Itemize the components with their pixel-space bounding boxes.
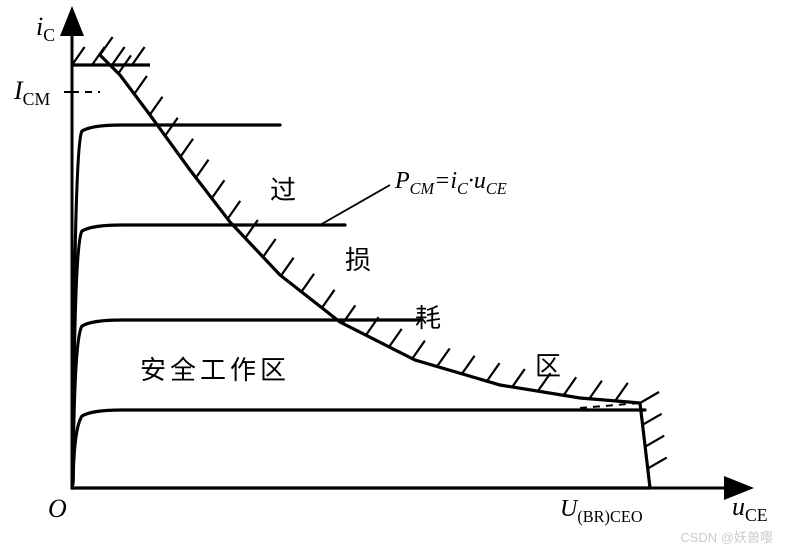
hatch: [228, 201, 241, 219]
hatch: [263, 239, 276, 257]
hatch: [487, 363, 500, 381]
hatch: [100, 37, 113, 55]
pcm-formula: PCM=iC·uCE: [395, 168, 507, 199]
hatch: [389, 329, 402, 347]
hatch: [212, 180, 225, 198]
soa-diagram: [0, 0, 785, 552]
hatch: [196, 160, 209, 178]
hatch: [322, 290, 335, 308]
hatch: [615, 383, 628, 401]
hatch: [245, 220, 258, 238]
hatch: [301, 274, 314, 292]
hatch: [564, 377, 577, 395]
ic-curve-0: [72, 125, 280, 488]
y-axis-label: iC: [36, 12, 55, 46]
hao-label: 耗: [415, 298, 441, 335]
hatch: [165, 118, 178, 136]
watermark: CSDN @妖兽嘤: [680, 527, 773, 546]
hatch: [462, 356, 475, 374]
hatch: [412, 341, 425, 359]
hatch: [643, 414, 662, 425]
ic-curve-2: [72, 320, 420, 488]
hatch: [72, 47, 85, 65]
hatch: [437, 348, 450, 366]
hatch: [640, 392, 659, 403]
hatch: [648, 458, 667, 469]
hatch: [180, 139, 193, 157]
ic-curve-3: [72, 410, 645, 488]
hatch: [512, 369, 525, 387]
hatch: [132, 47, 145, 65]
hatch: [150, 97, 163, 115]
guo-label: 过: [270, 170, 296, 207]
hatch: [645, 436, 664, 447]
origin-label: O: [48, 494, 67, 524]
hatch: [589, 381, 602, 399]
u-br-label: U(BR)CEO: [560, 496, 643, 527]
x-axis-label: uCE: [732, 492, 768, 526]
hatch: [112, 47, 125, 65]
qu-label: 区: [535, 346, 561, 383]
pcm-leader: [320, 185, 390, 225]
hatch: [281, 258, 294, 276]
hatch: [134, 76, 147, 94]
icm-label: ICM: [14, 76, 50, 110]
sun-label: 损: [345, 240, 371, 277]
safe-area-label: 安全工作区: [140, 350, 290, 387]
